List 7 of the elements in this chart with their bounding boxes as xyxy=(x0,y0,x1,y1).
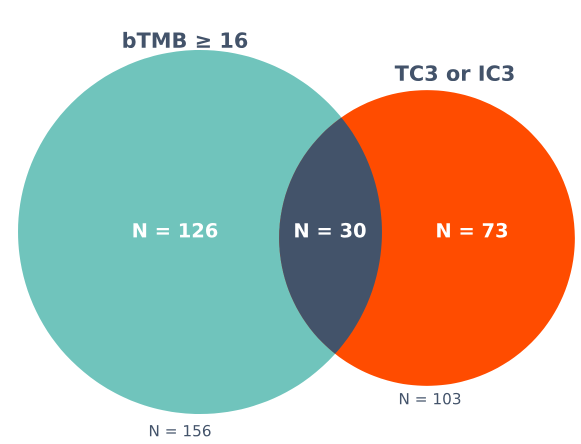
text: N = 156 xyxy=(150,424,211,436)
category-label: bTMB ≥ 16 xyxy=(123,32,248,48)
data-label: N = 30 xyxy=(295,222,366,238)
data-label: N = 126 xyxy=(133,222,218,238)
data-label: N = 73 xyxy=(437,222,508,238)
text: N = 103 xyxy=(400,392,460,404)
category-label: TC3 or IC3 xyxy=(394,65,514,82)
